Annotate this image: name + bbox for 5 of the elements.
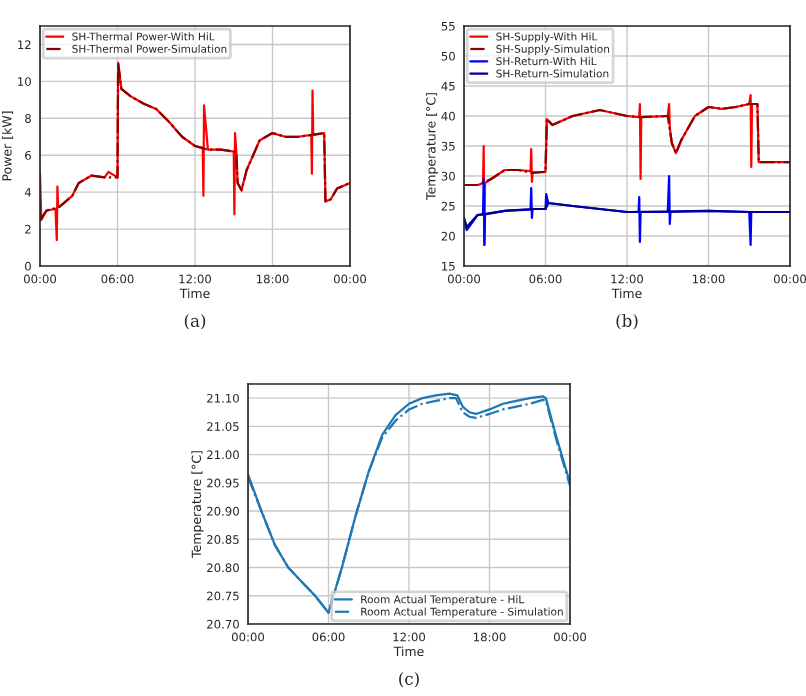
line-series (464, 102, 790, 187)
line-series (464, 201, 790, 229)
text: (a) (184, 314, 206, 330)
text: (c) (399, 672, 419, 688)
text: (b) (616, 314, 638, 330)
